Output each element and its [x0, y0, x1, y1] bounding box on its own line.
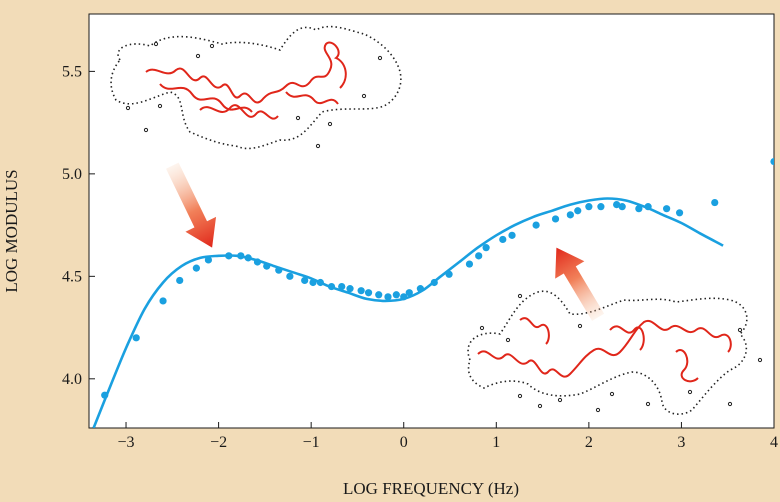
data-point: [465, 260, 474, 268]
data-point: [244, 254, 252, 262]
data-point: [663, 205, 671, 213]
data-point: [532, 221, 540, 229]
x-tick-label: 2: [585, 434, 593, 451]
data-point: [364, 289, 373, 297]
data-point: [301, 276, 309, 285]
data-point: [101, 391, 109, 399]
data-point: [253, 258, 262, 266]
data-point: [551, 215, 560, 223]
data-point: [357, 287, 365, 295]
data-point: [770, 157, 774, 166]
data-point: [597, 203, 605, 211]
data-point: [635, 205, 643, 213]
data-point: [475, 252, 483, 260]
data-point: [327, 282, 336, 291]
data-point: [263, 262, 271, 270]
data-point: [346, 285, 354, 293]
data-point: [384, 293, 392, 301]
data-point: [482, 244, 490, 252]
data-point: [618, 203, 626, 211]
x-tick-label: 1: [492, 434, 500, 451]
arrows: [166, 162, 605, 321]
data-point: [392, 291, 400, 299]
x-tick-label: 0: [400, 434, 408, 451]
data-point: [375, 291, 383, 299]
red-arrow: [555, 247, 605, 321]
data-point: [508, 231, 516, 239]
data-point: [286, 272, 294, 280]
data-point: [585, 203, 593, 211]
y-tick-label: 5.0: [62, 166, 82, 183]
data-point: [613, 201, 621, 209]
data-point: [675, 209, 684, 217]
data-point: [309, 278, 317, 287]
polymer-chain-illustration-top: [110, 25, 402, 150]
data-point: [237, 252, 245, 260]
data-point: [176, 276, 184, 285]
data-point: [445, 270, 453, 278]
y-tick-label: 5.5: [62, 63, 82, 80]
x-tick-label: 4: [770, 434, 778, 451]
data-point: [430, 278, 438, 287]
data-point: [204, 256, 213, 264]
data-point: [275, 266, 283, 274]
x-axis-label: LOG FREQUENCY (Hz): [343, 479, 519, 498]
scattered-open-circles: [125, 41, 763, 413]
x-tick-label: −1: [303, 434, 320, 451]
red-arrow: [166, 162, 217, 248]
data-point: [338, 282, 346, 291]
data-point: [574, 207, 582, 215]
data-point: [499, 235, 507, 244]
y-tick-label: 4.5: [62, 268, 82, 285]
x-tick-label: −2: [210, 434, 227, 451]
polymer-chain-illustration-bottom: [467, 290, 748, 415]
data-point: [132, 334, 140, 342]
x-axis: −3 −2 −1 0 1 2 3 4: [118, 422, 778, 451]
data-point: [405, 289, 413, 297]
data-point: [225, 252, 233, 260]
data-point: [711, 198, 719, 207]
x-tick-label: −3: [118, 434, 135, 451]
x-tick-label: 3: [677, 434, 685, 451]
data-point: [400, 293, 408, 301]
y-axis: 4.0 4.5 5.0 5.5: [62, 63, 95, 388]
data-points: [101, 157, 774, 399]
data-point: [192, 264, 200, 272]
polymer-illustrations: [110, 25, 763, 415]
data-point: [644, 203, 652, 211]
data-point: [566, 211, 574, 219]
y-axis-label: LOG MODULUS: [2, 169, 21, 292]
data-point: [159, 297, 167, 305]
data-point: [416, 285, 424, 293]
y-tick-label: 4.0: [62, 371, 82, 388]
data-point: [316, 278, 325, 287]
